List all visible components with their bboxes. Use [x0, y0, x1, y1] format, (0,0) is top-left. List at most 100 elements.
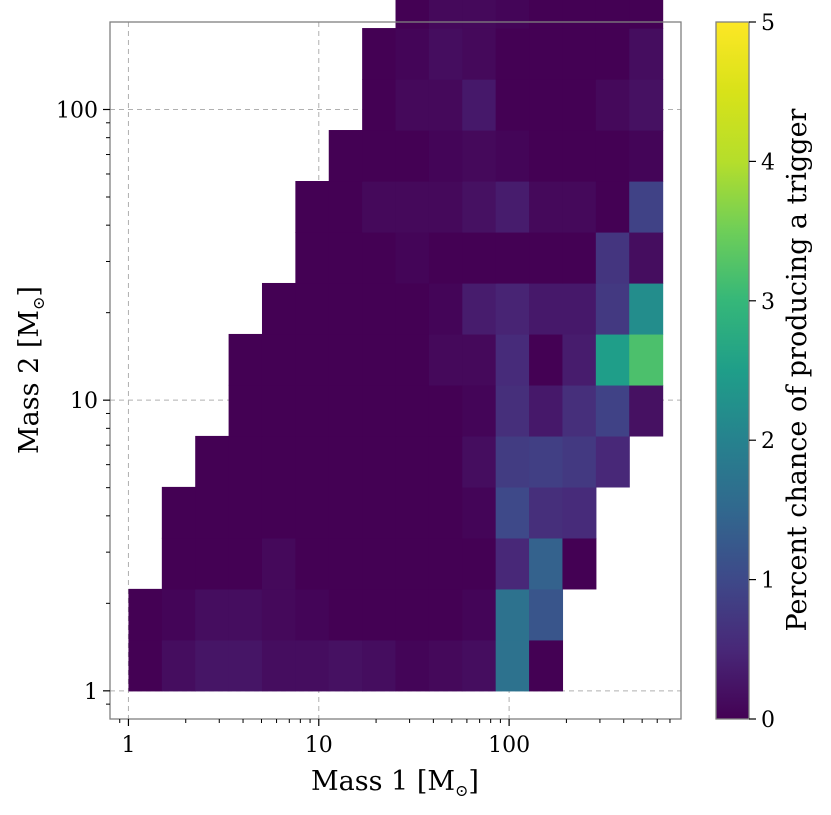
heatmap-cell: [529, 231, 564, 284]
colorbar-tick-label: 0: [761, 708, 775, 733]
heatmap-cell: [595, 333, 630, 386]
heatmap-cell: [595, 79, 630, 131]
heatmap-cell: [428, 282, 463, 335]
heatmap-cell: [529, 79, 564, 131]
heatmap-cell: [395, 639, 430, 692]
heatmap-cell: [529, 181, 564, 233]
heatmap-cell: [228, 486, 263, 539]
heatmap-cell: [629, 333, 664, 386]
heatmap-cell: [629, 28, 664, 80]
heatmap-cell: [328, 231, 363, 284]
heatmap-cell: [495, 79, 530, 131]
heatmap-cell: [462, 588, 497, 641]
heatmap-cell: [295, 282, 330, 335]
heatmap-cell: [228, 333, 263, 386]
heatmap-cell: [462, 28, 497, 80]
colorbar-ticks: 0 1 2 3 4 5: [749, 11, 775, 733]
heatmap-cell: [562, 130, 597, 182]
heatmap-cell: [395, 0, 430, 29]
heatmap-cell: [495, 130, 530, 182]
heatmap-cell: [495, 231, 530, 284]
heatmap-cell: [462, 333, 497, 386]
heatmap-cell: [295, 181, 330, 233]
heatmap-cell: [428, 384, 463, 437]
heatmap-cell: [595, 28, 630, 80]
heatmap-cell: [295, 639, 330, 692]
heatmap-cell: [462, 282, 497, 335]
heatmap-cell: [529, 435, 564, 488]
heatmap-cells: [128, 0, 664, 692]
colorbar: [716, 22, 749, 719]
heatmap-cell: [562, 79, 597, 131]
heatmap-cell: [629, 130, 664, 182]
heatmap-cell: [529, 537, 564, 590]
heatmap-cell: [328, 588, 363, 641]
heatmap-cell: [462, 181, 497, 233]
heatmap-cell: [161, 486, 196, 539]
heatmap-cell: [362, 537, 397, 590]
heatmap-cell: [228, 639, 263, 692]
heatmap-cell: [295, 588, 330, 641]
heatmap-cell: [328, 384, 363, 437]
heatmap-cell: [228, 588, 263, 641]
heatmap-cell: [562, 231, 597, 284]
heatmap-cell: [529, 588, 564, 641]
heatmap-cell: [495, 537, 530, 590]
heatmap-cell: [328, 333, 363, 386]
heatmap-cell: [261, 333, 296, 386]
heatmap-cell: [462, 435, 497, 488]
heatmap-cell: [295, 384, 330, 437]
heatmap-cell: [395, 333, 430, 386]
heatmap-cell: [495, 639, 530, 692]
heatmap-cell: [495, 384, 530, 437]
heatmap-cell: [629, 384, 664, 437]
heatmap-cell: [562, 28, 597, 80]
heatmap-cell: [261, 282, 296, 335]
heatmap-cell: [128, 588, 163, 641]
y-axis-sun-symbol: ⊙: [29, 297, 48, 310]
heatmap-cell: [495, 28, 530, 80]
heatmap-cell: [362, 435, 397, 488]
heatmap-cell: [395, 79, 430, 131]
heatmap-cell: [495, 588, 530, 641]
heatmap-cell: [495, 282, 530, 335]
heatmap-cell: [529, 130, 564, 182]
heatmap-cell: [395, 28, 430, 80]
heatmap-cell: [195, 639, 230, 692]
heatmap-cell: [562, 435, 597, 488]
heatmap-cell: [328, 181, 363, 233]
heatmap-cell: [529, 384, 564, 437]
x-axis-label: Mass 1 [M⊙]: [311, 766, 479, 800]
heatmap-cell: [428, 537, 463, 590]
heatmap-cell: [261, 435, 296, 488]
heatmap-cell: [562, 282, 597, 335]
heatmap-cell: [529, 28, 564, 80]
colorbar-tick-label: 1: [761, 569, 775, 594]
heatmap-cell: [462, 639, 497, 692]
heatmap-cell: [261, 537, 296, 590]
colorbar-label: Percent chance of producing a trigger: [782, 108, 813, 631]
colorbar-tick-label: 2: [761, 429, 775, 454]
heatmap-cell: [595, 181, 630, 233]
heatmap-cell: [362, 639, 397, 692]
heatmap-cell: [195, 486, 230, 539]
heatmap-cell: [428, 28, 463, 80]
heatmap-cell: [428, 231, 463, 284]
heatmap-cell: [195, 435, 230, 488]
heatmap-cell: [562, 384, 597, 437]
heatmap-cell: [495, 486, 530, 539]
heatmap-cell: [428, 79, 463, 131]
heatmap-cell: [462, 231, 497, 284]
heatmap-cell: [395, 282, 430, 335]
heatmap-cell: [362, 79, 397, 131]
heatmap-cell: [228, 435, 263, 488]
heatmap-cell: [529, 0, 564, 29]
heatmap-cell: [562, 333, 597, 386]
heatmap-cell: [362, 384, 397, 437]
heatmap-cell: [328, 537, 363, 590]
colorbar-tick-label: 4: [761, 150, 775, 175]
colorbar-tick-label: 5: [761, 11, 775, 36]
heatmap-cell: [395, 486, 430, 539]
heatmap-cell: [495, 0, 530, 29]
x-axis-sun-symbol: ⊙: [455, 781, 468, 800]
